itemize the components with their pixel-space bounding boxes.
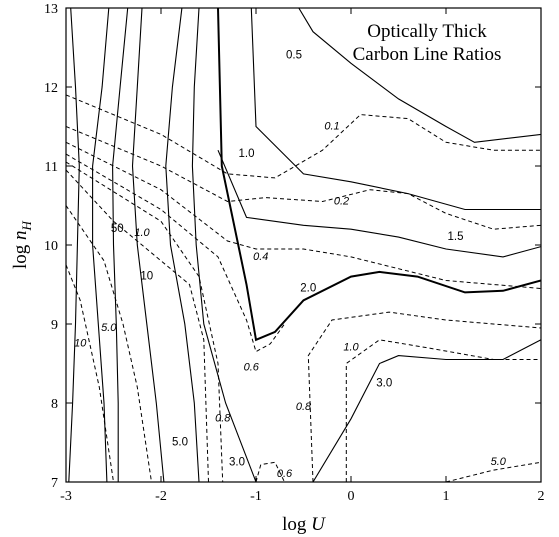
dashed-contour-label-17: 0.4 (253, 251, 268, 263)
dashed-contour-13 (66, 205, 152, 482)
solid-contour-4 (131, 8, 165, 482)
plot-area: 50105.03.02.01.51.00.53.0105.01.00.80.60… (10, 2, 545, 535)
dashed-contour-label-23: 5.0 (491, 456, 507, 468)
y-axis-title: log nH (10, 220, 34, 269)
solid-contour-8 (217, 149, 541, 258)
dashed-contour-label-18: 0.2 (334, 195, 349, 207)
dashed-contour-21 (307, 311, 541, 482)
solid-contour-label-7: 2.0 (300, 282, 316, 294)
dashed-contour-20 (345, 339, 541, 482)
solid-contour-11 (312, 339, 541, 482)
y-tick-label-10: 10 (44, 239, 58, 254)
y-tick-label-11: 11 (45, 160, 58, 175)
dashed-contour-label-15: 0.8 (215, 413, 231, 425)
dashed-contour-label-20: 1.0 (343, 342, 359, 354)
solid-contour-1 (68, 8, 80, 482)
solid-contour-3 (112, 8, 129, 482)
dashed-contour-17 (66, 141, 541, 289)
dashed-contour-label-22: 0.6 (277, 468, 293, 480)
solid-contour-label-8: 1.5 (448, 231, 464, 243)
dashed-contour-18 (66, 126, 541, 230)
dashed-contour-16 (66, 153, 285, 353)
x-axis-title: log U (282, 514, 326, 535)
x-tick-label-2: 2 (538, 489, 545, 504)
solid-contour-label-4: 10 (140, 271, 153, 283)
dashed-contour-label-21: 0.8 (296, 401, 312, 413)
dashed-contour-label-16: 0.6 (244, 361, 260, 373)
dashed-contour-label-13: 5.0 (101, 322, 117, 334)
solid-contour-label-6: 3.0 (229, 456, 245, 468)
dashed-contour-14 (66, 169, 209, 482)
solid-contour-6 (191, 8, 257, 482)
solid-contour-7 (217, 8, 541, 342)
dashed-contour-19 (66, 94, 541, 179)
solid-contour-label-9: 1.0 (239, 148, 255, 160)
y-tick-label-13: 13 (44, 2, 58, 17)
solid-contour-label-5: 5.0 (172, 437, 188, 449)
x-tick-label--2: -2 (155, 489, 167, 504)
dashed-contour-label-19: 0.1 (324, 120, 339, 132)
solid-contour-5 (165, 8, 200, 482)
dashed-contour-label-14: 1.0 (134, 227, 150, 239)
y-tick-label-8: 8 (51, 397, 58, 412)
dashed-contour-12 (66, 264, 114, 482)
y-tick-label-12: 12 (44, 81, 58, 96)
y-tick-label-7: 7 (51, 476, 58, 491)
y-tick-label-9: 9 (51, 318, 58, 333)
solid-contour-2 (92, 8, 110, 482)
dashed-contour-22 (255, 461, 285, 482)
solid-contour-label-10: 0.5 (286, 49, 302, 61)
x-tick-label--1: -1 (250, 489, 262, 504)
solid-contour-9 (250, 8, 541, 211)
x-tick-label-0: 0 (348, 489, 355, 504)
chart-title-line-1: Optically Thick (367, 21, 487, 42)
x-tick-label-1: 1 (443, 489, 450, 504)
solid-contour-label-3: 50 (111, 223, 124, 235)
chart-title-line-2: Carbon Line Ratios (353, 44, 502, 65)
dashed-contour-label-12: 10 (74, 338, 87, 350)
dashed-contour-23 (445, 461, 541, 482)
x-tick-label--3: -3 (60, 489, 72, 504)
solid-contour-label-11: 3.0 (376, 377, 392, 389)
solid-contour-10 (298, 8, 541, 143)
